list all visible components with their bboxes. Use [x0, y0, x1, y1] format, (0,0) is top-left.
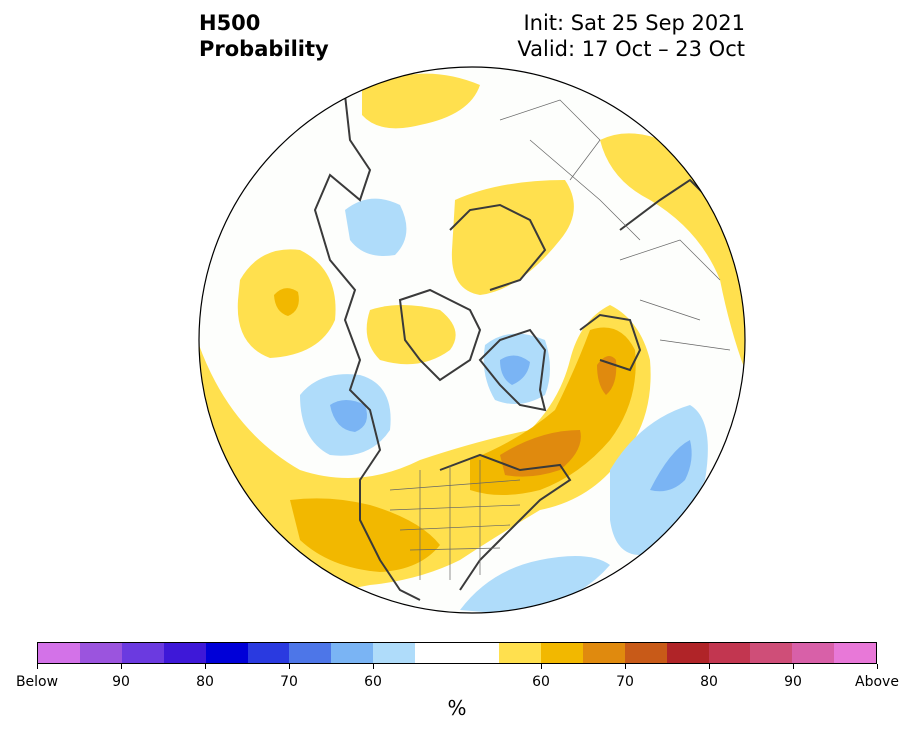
colorbar-tick-label: 90 — [112, 674, 130, 690]
title-line1: H500 — [199, 11, 261, 35]
colorbar-tick-label: Above — [855, 674, 899, 690]
colorbar-tick-label: 80 — [700, 674, 718, 690]
chart-title: H500 Probability — [199, 10, 329, 62]
chart-header: Init: Sat 25 Sep 2021 Valid: 17 Oct – 23… — [517, 10, 745, 62]
probability-contours — [199, 73, 745, 613]
colorbar-swatch — [331, 643, 374, 663]
colorbar-swatch — [792, 643, 835, 663]
colorbar-tick-mark — [625, 664, 626, 669]
colorbar-ticks: Below 90 80 70 60 60 70 80 90 Above — [0, 674, 915, 694]
anomaly-below — [345, 198, 407, 256]
colorbar-tick-mark — [373, 664, 374, 669]
borders — [389, 99, 731, 580]
anomaly-below — [330, 400, 368, 432]
globe-background — [199, 67, 745, 613]
anomaly-below — [460, 556, 610, 613]
colorbar-swatch — [582, 643, 625, 663]
colorbar-tick-label: 70 — [280, 674, 298, 690]
colorbar-tick-mark — [541, 664, 542, 669]
title-line2: Probability — [199, 37, 329, 61]
anomaly-below — [650, 440, 692, 492]
colorbar-swatch — [373, 643, 416, 663]
colorbar-tick-mark — [37, 664, 38, 669]
anomaly-below — [500, 355, 530, 385]
anomaly-above — [597, 356, 617, 395]
colorbar-tick-mark — [709, 664, 710, 669]
colorbar-tick-label: 90 — [784, 674, 802, 690]
colorbar-tick-mark — [205, 664, 206, 669]
anomaly-above — [274, 288, 299, 316]
colorbar-swatch — [415, 643, 458, 663]
colorbar-swatch — [79, 643, 122, 663]
colorbar-swatch — [121, 643, 164, 663]
colorbar-swatch — [163, 643, 206, 663]
colorbar-tick-label: 70 — [616, 674, 634, 690]
colorbar-swatch — [205, 643, 248, 663]
anomaly-above — [290, 498, 440, 572]
colorbar-tick-label: 80 — [196, 674, 214, 690]
colorbar — [37, 642, 877, 664]
valid-range: Valid: 17 Oct – 23 Oct — [517, 37, 745, 61]
anomaly-above — [366, 305, 456, 365]
colorbar-tick-mark — [877, 664, 878, 669]
coastlines — [313, 94, 741, 601]
colorbar-tick-mark — [289, 664, 290, 669]
colorbar-swatch — [540, 643, 583, 663]
globe-outline — [198, 66, 746, 614]
colorbar-swatch — [498, 643, 541, 663]
colorbar-tick-mark — [793, 664, 794, 669]
colorbar-swatch — [457, 643, 499, 663]
colorbar-unit: % — [447, 696, 467, 720]
colorbar-tick-label: Below — [15, 674, 59, 690]
colorbar-swatch — [289, 643, 332, 663]
colorbar-swatch — [624, 643, 667, 663]
colorbar-tick-label: 60 — [532, 674, 550, 690]
colorbar-tick-mark — [121, 664, 122, 669]
colorbar-swatch — [666, 643, 709, 663]
colorbar-swatch — [834, 643, 877, 663]
colorbar-swatch — [247, 643, 290, 663]
colorbar-swatch — [750, 643, 793, 663]
init-date: Init: Sat 25 Sep 2021 — [523, 11, 745, 35]
colorbar-swatch — [38, 643, 80, 663]
anomaly-above — [362, 73, 480, 129]
colorbar-swatch — [708, 643, 751, 663]
colorbar-tick-label: 60 — [364, 674, 382, 690]
